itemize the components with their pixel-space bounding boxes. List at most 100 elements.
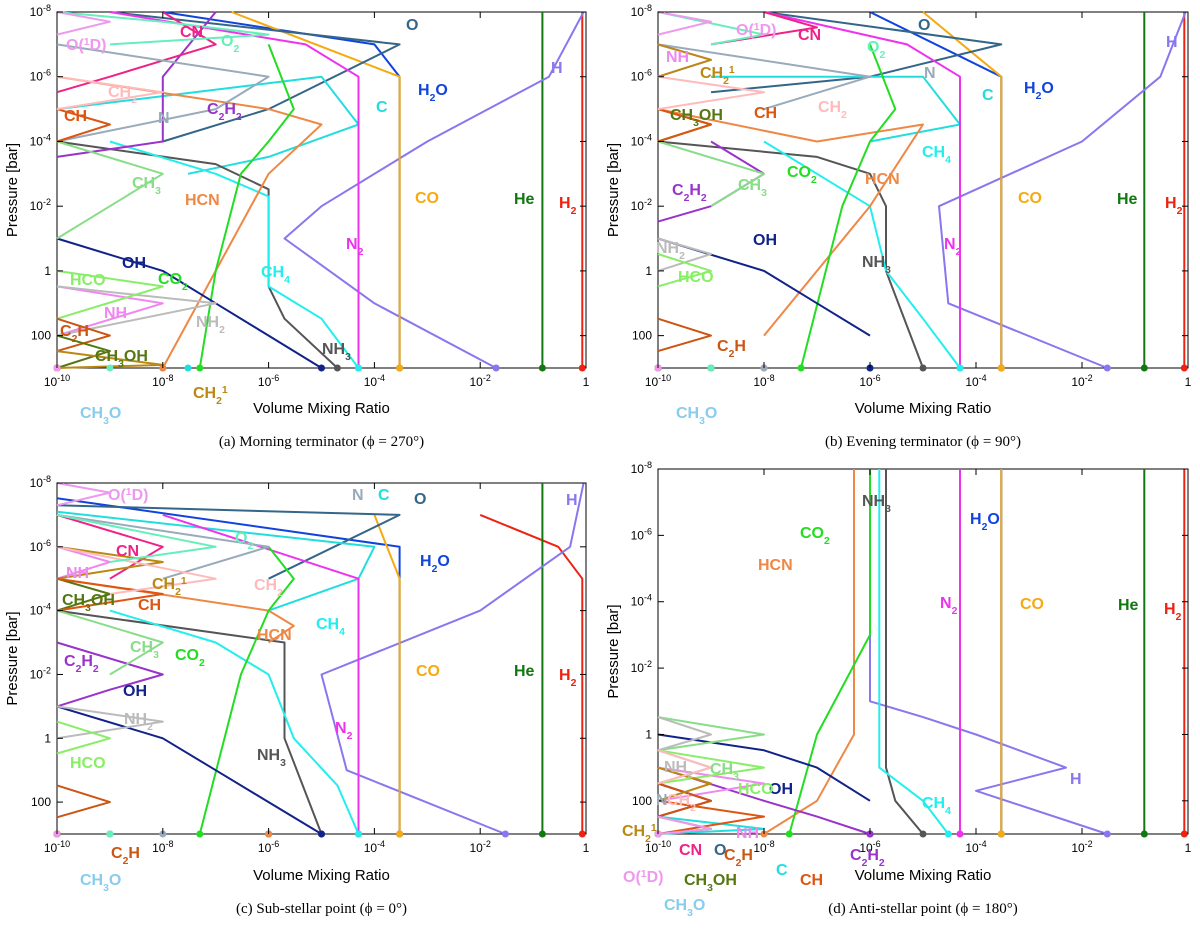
species-label: CH3O <box>664 897 705 919</box>
series-dot-8 <box>956 830 964 838</box>
series-dot-9 <box>919 830 927 838</box>
series-line-7 <box>56 510 376 612</box>
series-dot-2 <box>1140 830 1148 838</box>
species-label: O <box>406 17 418 34</box>
species-label: O(1D) <box>108 487 148 505</box>
x-tick-label: 10-10 <box>645 373 671 389</box>
species-label: CO2 <box>787 164 817 186</box>
y-tick-label: 10-6 <box>631 526 652 542</box>
y-tick-label: 10-4 <box>30 602 51 618</box>
series-dot-3 <box>501 830 509 838</box>
species-label: CN <box>679 842 702 859</box>
y-tick-label: 100 <box>31 329 51 343</box>
y-tick-label: 10-2 <box>631 197 652 213</box>
x-tick-label: 10-4 <box>364 839 385 855</box>
species-label: C2H2 <box>64 653 99 675</box>
panel-1: 10-10 10-8 10-6 10-4 10-2 1 10-8 10-6 10-4 10-2 1 1… <box>4 3 590 450</box>
series-dot-27 <box>707 364 715 372</box>
series-dot-27 <box>106 364 114 372</box>
series-dot-9 <box>919 364 927 372</box>
series-line-3 <box>283 11 585 369</box>
series-dot-3 <box>1103 830 1111 838</box>
y-tick-label: 10-6 <box>631 68 652 84</box>
y-tick-label: 10-6 <box>30 68 51 84</box>
series-line-5 <box>373 514 401 834</box>
species-label: CH3O <box>80 872 121 894</box>
series-line-27 <box>657 11 765 46</box>
series-dot-27 <box>106 830 114 838</box>
species-label: NH <box>104 305 127 322</box>
species-label: OH <box>753 232 777 249</box>
series-dot-3 <box>1103 364 1111 372</box>
y-axis-title: Pressure [bar] <box>605 143 622 237</box>
species-label: C2H <box>111 845 140 867</box>
y-tick-label: 1 <box>645 727 652 741</box>
species-label: CN <box>180 24 203 41</box>
series-line-16 <box>56 140 164 240</box>
series-line-11 <box>763 469 855 835</box>
species-label: N <box>924 65 936 82</box>
series-dot-13 <box>318 364 325 372</box>
species-label: C <box>376 99 388 116</box>
y-tick-label: 1 <box>44 731 51 745</box>
series-line-19 <box>56 285 217 337</box>
series-dot-2 <box>538 364 546 372</box>
series-dot-10 <box>956 364 964 372</box>
series-line-11 <box>657 108 924 337</box>
species-label: CH21 <box>700 65 735 87</box>
x-tick-label: 1 <box>583 841 590 855</box>
series-dot-7 <box>184 364 192 372</box>
species-label: N2 <box>944 236 962 258</box>
series-line-16 <box>657 716 765 752</box>
species-label: NH2 <box>664 759 693 781</box>
series-dot-5 <box>997 364 1005 372</box>
series-line-9 <box>885 469 924 835</box>
series-line-12 <box>198 44 295 369</box>
panel-3: 10-10 10-8 10-6 10-4 10-2 1 10-8 10-6 10-4 10-2 1 1… <box>4 474 590 917</box>
series-line-25 <box>56 577 164 612</box>
series-line-3 <box>320 482 585 835</box>
series-line-28 <box>56 11 111 36</box>
species-label: CH3OH <box>670 107 723 129</box>
species-label: CH2 <box>667 792 696 814</box>
species-label: N2 <box>335 720 353 742</box>
species-label: CO2 <box>158 271 188 293</box>
species-label: H <box>566 492 578 509</box>
species-label: C2H <box>717 338 746 360</box>
series-line-19 <box>657 237 712 272</box>
series-dot-5 <box>997 830 1005 838</box>
y-axis-title: Pressure [bar] <box>605 604 622 698</box>
series-line-14 <box>56 11 217 158</box>
species-label: NH3 <box>862 493 891 515</box>
panel-2: 10-10 10-8 10-6 10-4 10-2 1 10-8 10-6 10-4 10-2 1 1… <box>605 3 1192 450</box>
x-tick-label: 10-2 <box>1071 839 1092 855</box>
species-label: CH3O <box>80 405 121 427</box>
species-label: HCO <box>70 272 106 289</box>
species-label: H2O <box>418 82 448 104</box>
species-label: H2O <box>970 511 1000 533</box>
series-line-21 <box>56 784 111 819</box>
panel-caption: (a) Morning terminator (ϕ = 270°) <box>219 434 424 450</box>
species-label: NH <box>666 49 689 66</box>
species-label: H <box>1166 34 1178 51</box>
species-label: CN <box>798 27 821 44</box>
series-line-10 <box>763 140 961 369</box>
series-dot-10 <box>355 830 362 838</box>
y-tick-label: 10-4 <box>631 132 652 148</box>
species-label: H2 <box>559 195 577 217</box>
series-line-17 <box>56 43 270 143</box>
x-axis-title: Volume Mixing Ratio <box>253 400 390 417</box>
series-line-21 <box>657 782 712 818</box>
series-line-17 <box>56 513 270 580</box>
species-label: OH <box>123 683 147 700</box>
series-line-1 <box>479 513 584 834</box>
series-line-11 <box>56 75 323 369</box>
x-axis-title: Volume Mixing Ratio <box>855 400 992 417</box>
species-label: HCN <box>758 557 793 574</box>
series-line-9 <box>657 140 924 369</box>
species-label: HCN <box>185 192 220 209</box>
series-line-28 <box>657 815 712 835</box>
series-line-26 <box>657 75 765 111</box>
species-label: CH <box>800 872 823 889</box>
series-line-25 <box>657 799 765 835</box>
